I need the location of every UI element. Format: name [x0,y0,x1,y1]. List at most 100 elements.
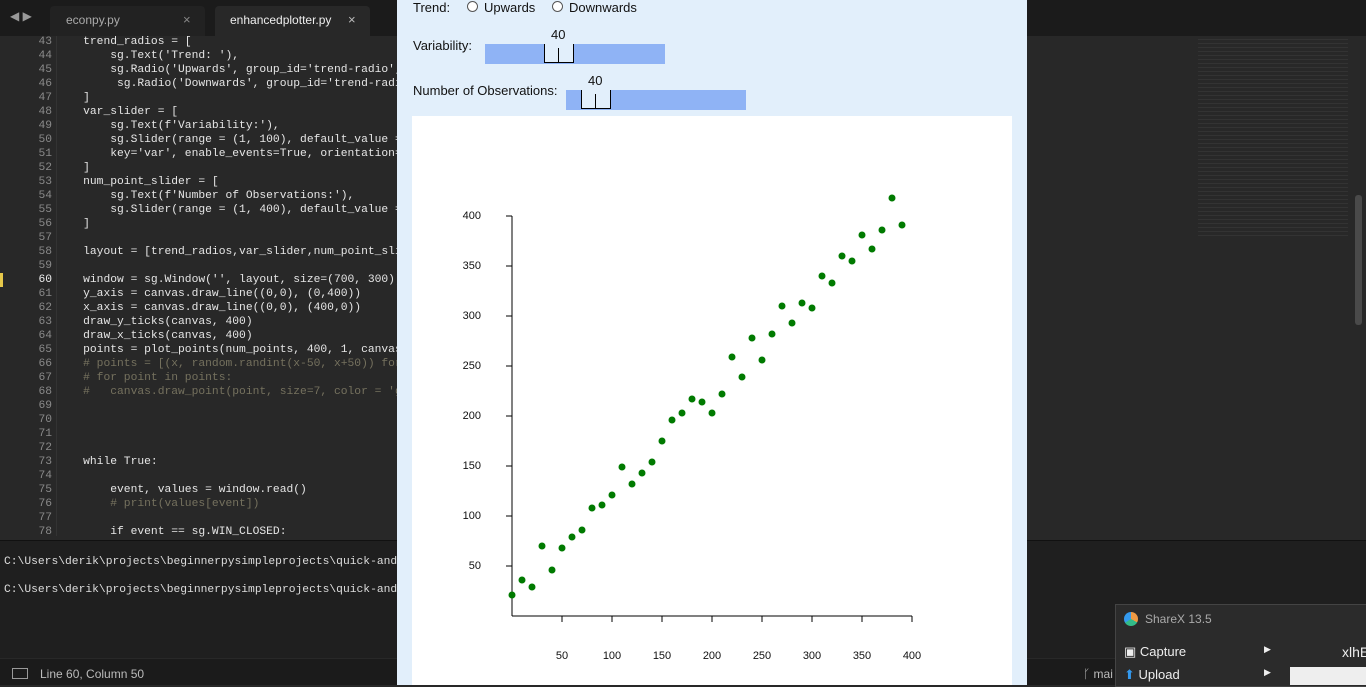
tab-label: econpy.py [66,13,120,27]
code-line: sg.Text(f'Variability:'), [56,120,280,132]
point [818,272,826,280]
line-number: 51 [38,148,52,160]
menu-item[interactable]: ▣ Capture ▶ [1124,644,1271,659]
code-line: while True: [56,456,158,468]
point [728,353,736,361]
radio-label: Downwards [569,0,637,15]
slider-handle[interactable] [581,90,611,109]
slider-value: 40 [551,27,566,42]
line-number: 54 [38,190,52,202]
point [878,226,886,234]
x-tick-label: 300 [803,650,821,662]
tab-close[interactable]: × [183,12,191,27]
radio[interactable]: Downwards [552,0,637,15]
point [598,501,606,509]
radio[interactable]: Upwards [467,0,535,15]
point [578,526,586,534]
point [688,395,696,403]
point [568,533,576,541]
line-number: 77 [38,512,52,524]
tab-label: enhancedplotter.py [230,13,332,27]
trend-label: Trend: [413,0,451,15]
point [858,231,866,239]
line-number: 59 [38,260,52,272]
line-number: 48 [38,106,52,118]
line-number: 50 [38,134,52,146]
point [838,252,846,260]
code-line: # points = [(x, random.randint(x-50, x+5… [56,358,402,370]
code-line: if event == sg.WIN_CLOSED: [56,526,287,538]
point [638,469,646,477]
x-tick-label: 250 [753,650,771,662]
code-line: key='var', enable_events=True, orientati… [56,148,409,160]
point [698,398,706,406]
line-number: 57 [38,232,52,244]
line-number: 46 [38,78,52,90]
line-number: 66 [38,358,52,370]
line-number: 71 [38,428,52,440]
tab[interactable]: econpy.py × [50,6,205,36]
point [668,416,676,424]
code-line: sg.Slider(range = (1, 100), default_valu… [56,134,402,146]
line-number: 61 [38,288,52,300]
sharex-icon [1124,612,1138,626]
point [888,194,896,202]
status-branch: ᚴ mai [1083,667,1113,681]
code-line: sg.Radio('Upwards', group_id='trend-radi… [56,64,402,76]
code-line: var_slider = [ [56,106,179,118]
panel-icon[interactable] [12,668,28,679]
point [518,576,526,584]
menu-label: Capture [1139,644,1187,659]
line-number: 56 [38,218,52,230]
point [588,504,596,512]
point [798,299,806,307]
code-line: # canvas.draw_point(point, size=7, color… [56,386,409,398]
code-line: ] [56,162,90,174]
line-number: 49 [38,120,52,132]
point [708,409,716,417]
y-tick-label: 150 [463,460,481,472]
observations-label: Number of Observations: [413,83,558,98]
code-line: trend_radios = [ [56,36,192,48]
y-tick-label: 350 [463,260,481,272]
code-line: draw_x_ticks(canvas, 400) [56,330,253,342]
point [548,566,556,574]
y-tick-label: 50 [469,560,481,572]
x-tick-label: 100 [603,650,621,662]
menu-item[interactable]: ⬆ Upload ▶ [1124,667,1271,682]
code-line: sg.Text('Trend: '), [56,50,240,62]
code-line: # print(values[event]) [56,498,260,510]
line-number: 69 [38,400,52,412]
tab-close[interactable]: × [348,12,356,27]
line-number: 64 [38,330,52,342]
line-number: 70 [38,414,52,426]
point [808,304,816,312]
canvas-bg [412,116,1012,685]
line-number: 55 [38,204,52,216]
line-number: 62 [38,302,52,314]
code-line: sg.Text(f'Number of Observations:'), [56,190,355,202]
minimap [1198,36,1348,236]
terminal-line: C:\Users\derik\projects\beginnerpysimple… [4,556,411,568]
slider-value: 40 [588,73,603,88]
slider-handle[interactable] [544,44,574,63]
radio-label: Upwards [484,0,536,15]
slider-track[interactable] [485,44,665,64]
code-line: ] [56,218,90,230]
point [768,330,776,338]
tab-active[interactable]: enhancedplotter.py × [215,6,370,36]
nav-arrows[interactable]: ◀ ▶ [10,9,32,23]
scrollbar[interactable] [1355,195,1362,325]
code-line: num_point_slider = [ [56,176,219,188]
point [738,373,746,381]
point [778,302,786,310]
line-number: 63 [38,316,52,328]
point [558,544,566,552]
point [898,221,906,229]
point [868,245,876,253]
code-line: event, values = window.read() [56,484,307,496]
point [618,463,626,471]
line-number: 47 [38,92,52,104]
line-number: 78 [38,526,52,538]
slider-track[interactable] [566,90,746,110]
